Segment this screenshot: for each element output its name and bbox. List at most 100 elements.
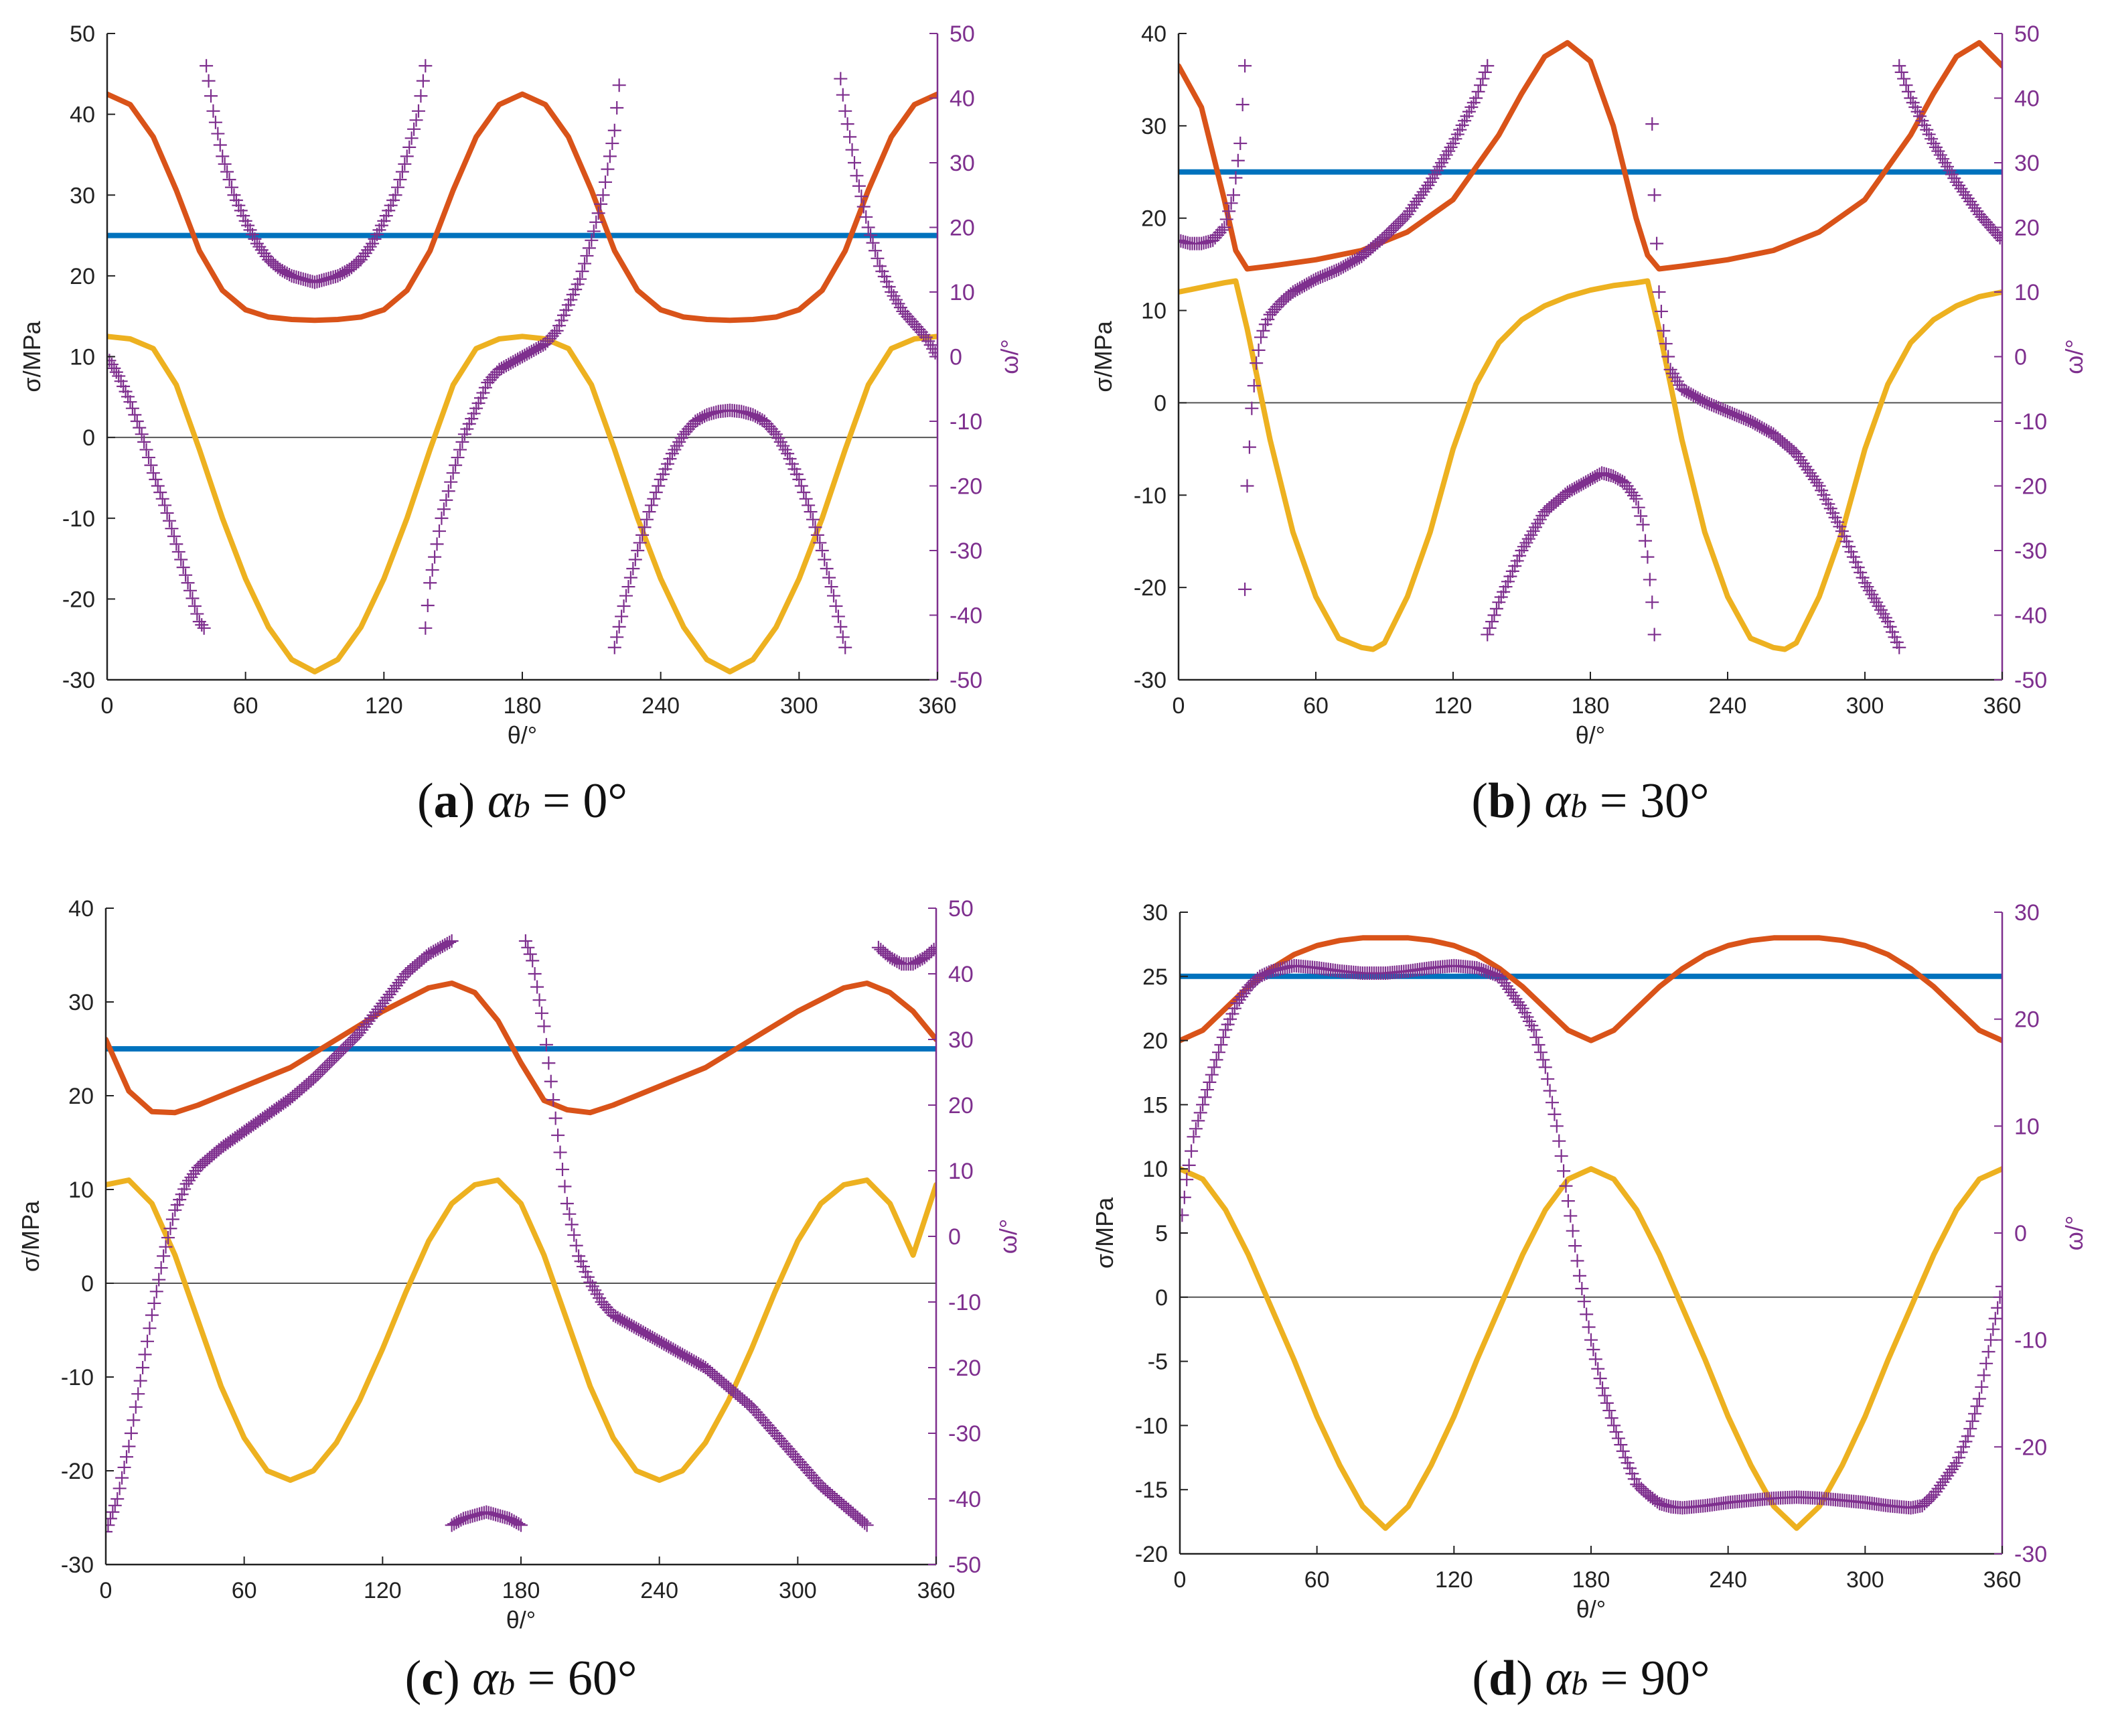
omega-marker xyxy=(582,241,596,255)
y2-tick-label: 30 xyxy=(2014,151,2040,176)
omega-marker xyxy=(1894,65,1908,79)
y-tick-label: -30 xyxy=(61,1552,94,1578)
x-tick-label: 360 xyxy=(1983,693,2022,719)
x-tick-label: 240 xyxy=(1709,693,1747,719)
omega-marker xyxy=(222,173,236,187)
omega-marker xyxy=(202,74,216,88)
chart-panel-b: 0 60 120 180 240 300 360-30-20-10010203040-50-… xyxy=(1089,21,2088,828)
omega-marker xyxy=(866,236,880,250)
x-axis-title: θ/° xyxy=(508,721,537,749)
omega-marker xyxy=(1238,582,1252,596)
omega-marker xyxy=(1572,1269,1586,1283)
omega-marker xyxy=(612,78,626,92)
omega-marker xyxy=(200,59,214,73)
omega-marker xyxy=(799,492,813,506)
omega-marker xyxy=(856,200,871,214)
omega-marker xyxy=(146,466,160,480)
caption-part: = xyxy=(1587,774,1640,828)
omega-marker xyxy=(929,940,936,954)
omega-marker xyxy=(170,1198,184,1212)
omega-marker xyxy=(581,1270,595,1284)
caption-part: ) xyxy=(1516,1651,1545,1706)
omega-marker xyxy=(802,498,816,512)
omega-marker xyxy=(125,401,139,415)
omega-marker xyxy=(1657,323,1671,338)
omega-marker xyxy=(141,1334,154,1348)
omega-marker xyxy=(551,1129,565,1143)
omega-marker xyxy=(797,486,811,500)
x-tick-label: 180 xyxy=(502,1578,540,1603)
omega-marker xyxy=(1625,1467,1639,1481)
omega-marker xyxy=(518,934,532,948)
y2-tick-label: 30 xyxy=(950,151,975,176)
omega-marker xyxy=(183,583,197,597)
series-lower-line xyxy=(106,1177,936,1483)
omega-marker xyxy=(539,1037,553,1052)
omega-marker xyxy=(1211,1045,1225,1060)
x-tick-label: 60 xyxy=(233,693,258,719)
omega-marker xyxy=(854,190,869,204)
y-tick-label: 30 xyxy=(68,990,94,1015)
y-tick-label: -20 xyxy=(62,587,95,612)
omega-marker xyxy=(391,180,404,194)
plot-area xyxy=(1180,935,2002,1531)
omega-marker xyxy=(437,502,451,516)
omega-marker xyxy=(1235,98,1250,112)
omega-marker xyxy=(642,505,656,519)
omega-marker xyxy=(1596,1381,1610,1395)
omega-marker xyxy=(647,492,661,506)
y2-tick-label: 10 xyxy=(2014,1114,2040,1139)
y2-tick-label: 20 xyxy=(2014,216,2040,241)
y-tick-label: -20 xyxy=(1135,1542,1168,1567)
omega-marker xyxy=(1513,998,1527,1012)
y2-tick-label: 20 xyxy=(2014,1007,2040,1033)
omega-marker xyxy=(1529,1030,1543,1044)
omega-marker xyxy=(173,1193,187,1207)
omega-marker xyxy=(1901,84,1915,98)
omega-marker xyxy=(159,1240,173,1254)
omega-marker xyxy=(626,562,640,576)
x-tick-label: 240 xyxy=(640,1578,678,1603)
omega-marker xyxy=(1654,304,1668,318)
omega-marker xyxy=(211,127,225,141)
y-tick-label: 40 xyxy=(68,896,94,922)
omega-marker xyxy=(1975,1380,1989,1394)
caption-part: 60° xyxy=(568,1651,637,1706)
y2-tick-label: -20 xyxy=(2014,1435,2047,1460)
omega-marker xyxy=(1233,137,1248,151)
omega-marker xyxy=(187,599,202,613)
omega-marker xyxy=(589,215,603,229)
omega-marker xyxy=(1481,628,1495,642)
y-tick-label: 20 xyxy=(68,1084,94,1109)
omega-marker xyxy=(143,1321,157,1335)
omega-marker xyxy=(1588,1352,1602,1366)
y-tick-label: 15 xyxy=(1142,1092,1168,1118)
omega-marker xyxy=(1968,1406,1982,1421)
x-tick-label: 300 xyxy=(779,1578,817,1603)
omega-marker xyxy=(1618,1451,1633,1465)
y-tick-label: -30 xyxy=(1134,668,1166,693)
omega-marker xyxy=(142,451,155,465)
omega-marker xyxy=(1189,1122,1203,1136)
omega-marker xyxy=(1631,500,1645,514)
y2-tick-label: 20 xyxy=(948,1093,974,1118)
omega-marker xyxy=(532,993,546,1007)
omega-marker xyxy=(195,618,209,632)
omega-marker xyxy=(619,589,633,603)
series-upper-line xyxy=(107,91,937,323)
omega-marker xyxy=(1483,621,1497,635)
y2-tick-label: 40 xyxy=(950,86,975,112)
y2-tick-label: -50 xyxy=(948,1552,981,1578)
omega-marker xyxy=(185,591,200,605)
omega-marker xyxy=(1957,1440,1971,1454)
omega-marker xyxy=(430,537,444,551)
y-tick-label: -15 xyxy=(1135,1477,1168,1503)
omega-marker xyxy=(1568,1239,1582,1253)
omega-marker xyxy=(1621,1456,1635,1470)
omega-marker xyxy=(124,1427,138,1440)
omega-marker xyxy=(404,131,419,145)
omega-marker xyxy=(137,435,151,449)
omega-marker xyxy=(433,524,446,538)
omega-marker xyxy=(1252,343,1266,357)
omega-marker xyxy=(1200,1083,1214,1097)
